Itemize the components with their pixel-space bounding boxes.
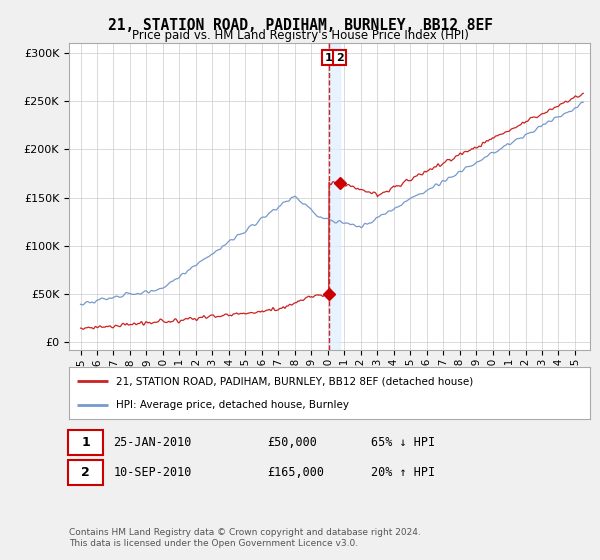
Text: 2: 2	[336, 53, 343, 63]
Text: 65% ↓ HPI: 65% ↓ HPI	[371, 436, 435, 449]
Text: 21, STATION ROAD, PADIHAM, BURNLEY, BB12 8EF (detached house): 21, STATION ROAD, PADIHAM, BURNLEY, BB12…	[116, 376, 473, 386]
Text: Contains HM Land Registry data © Crown copyright and database right 2024.
This d: Contains HM Land Registry data © Crown c…	[69, 528, 421, 548]
Text: HPI: Average price, detached house, Burnley: HPI: Average price, detached house, Burn…	[116, 400, 349, 410]
Text: 25-JAN-2010: 25-JAN-2010	[113, 436, 191, 449]
Text: 1: 1	[81, 436, 90, 449]
Text: £50,000: £50,000	[267, 436, 317, 449]
Text: 1: 1	[325, 53, 333, 63]
FancyBboxPatch shape	[68, 460, 103, 485]
Bar	[329, 43, 340, 350]
Text: 2: 2	[81, 466, 90, 479]
Text: 20% ↑ HPI: 20% ↑ HPI	[371, 466, 435, 479]
FancyBboxPatch shape	[68, 430, 103, 455]
Text: 10-SEP-2010: 10-SEP-2010	[113, 466, 191, 479]
Text: £165,000: £165,000	[267, 466, 324, 479]
Text: Price paid vs. HM Land Registry's House Price Index (HPI): Price paid vs. HM Land Registry's House …	[131, 29, 469, 42]
Text: 21, STATION ROAD, PADIHAM, BURNLEY, BB12 8EF: 21, STATION ROAD, PADIHAM, BURNLEY, BB12…	[107, 18, 493, 33]
